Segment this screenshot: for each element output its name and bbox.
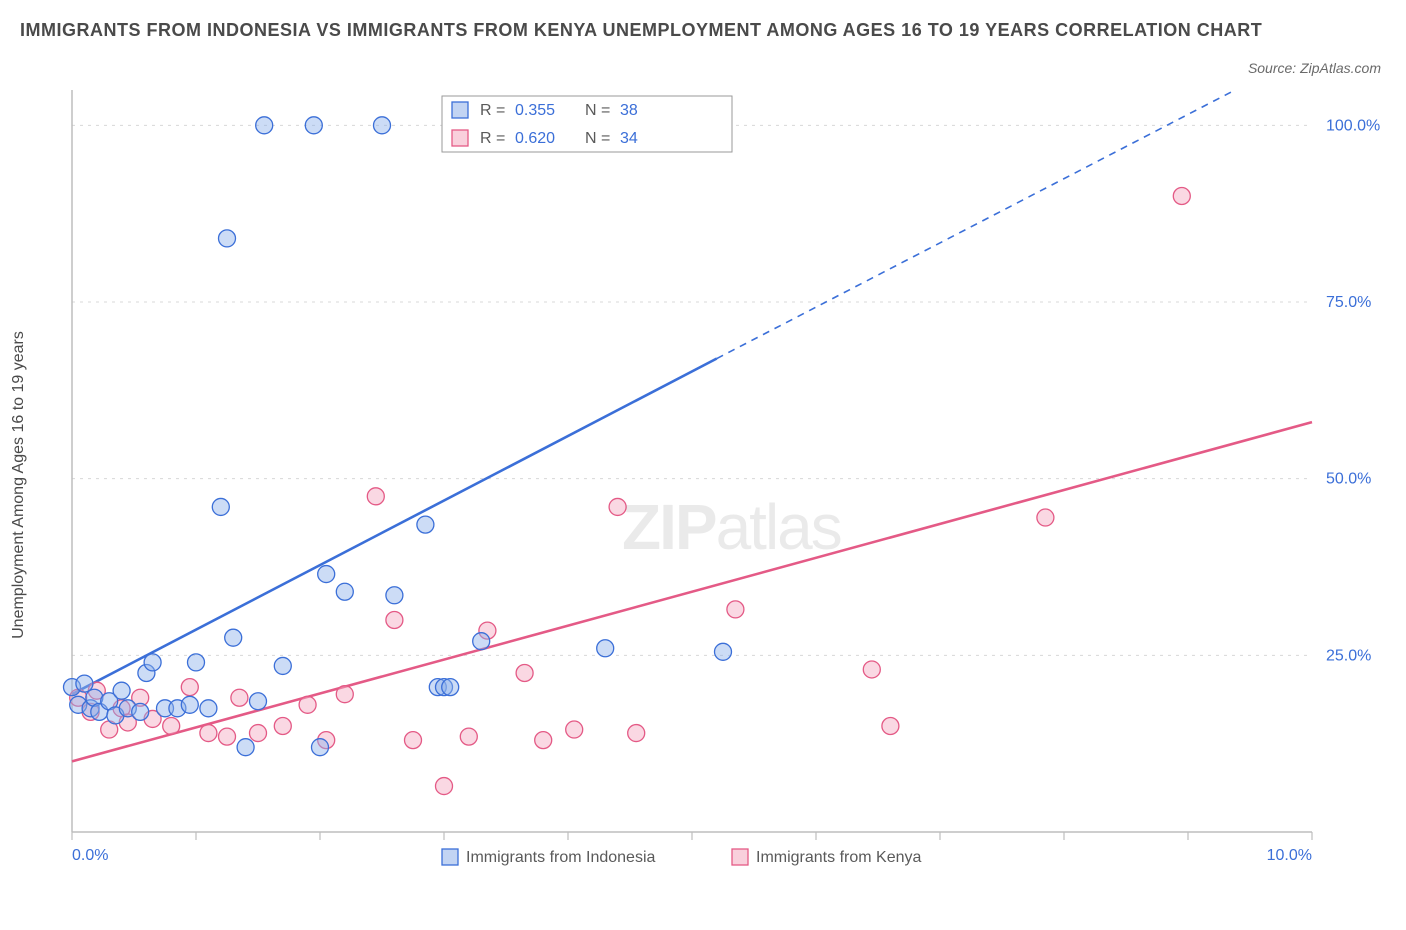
point-indonesia (144, 654, 161, 671)
trendline-indonesia-dashed (717, 90, 1235, 359)
point-kenya (181, 679, 198, 696)
point-indonesia (305, 117, 322, 134)
point-kenya (336, 686, 353, 703)
y-axis-label: Unemployment Among Ages 16 to 19 years (10, 90, 50, 880)
chart-area: 0.0% 10.0% 25.0% 50.0% 75.0% 100.0% R = 0.355 N … (62, 90, 1382, 880)
y-tick-label: 75.0% (1326, 294, 1371, 311)
point-indonesia (312, 739, 329, 756)
point-indonesia (597, 640, 614, 657)
point-kenya (436, 778, 453, 795)
legend-swatch-kenya (732, 849, 748, 865)
point-kenya (460, 728, 477, 745)
point-kenya (405, 732, 422, 749)
point-kenya (863, 661, 880, 678)
y-tick-label: 100.0% (1326, 117, 1380, 134)
legend-label-indonesia: Immigrants from Indonesia (466, 849, 656, 866)
legend-r-label: R = (480, 130, 505, 147)
scatter-plot: 0.0% 10.0% 25.0% 50.0% 75.0% 100.0% R = 0.355 N … (62, 90, 1382, 880)
point-kenya (566, 721, 583, 738)
legend-n-label: N = (585, 102, 610, 119)
point-indonesia (442, 679, 459, 696)
point-indonesia (274, 657, 291, 674)
trendline-kenya (72, 422, 1312, 761)
legend-r-value: 0.620 (515, 130, 555, 147)
point-kenya (882, 718, 899, 735)
point-kenya (299, 696, 316, 713)
point-indonesia (318, 566, 335, 583)
legend-label-kenya: Immigrants from Kenya (756, 849, 921, 866)
x-tick-label: 0.0% (72, 847, 108, 864)
legend-r-value: 0.355 (515, 102, 555, 119)
x-tick-label: 10.0% (1267, 847, 1312, 864)
point-kenya (274, 718, 291, 735)
legend-swatch (452, 102, 468, 118)
point-kenya (535, 732, 552, 749)
point-kenya (609, 498, 626, 515)
point-indonesia (200, 700, 217, 717)
point-kenya (367, 488, 384, 505)
point-kenya (250, 725, 267, 742)
point-kenya (386, 612, 403, 629)
point-kenya (200, 725, 217, 742)
point-indonesia (113, 682, 130, 699)
trendline-indonesia (72, 359, 717, 695)
point-indonesia (715, 643, 732, 660)
point-indonesia (417, 516, 434, 533)
point-indonesia (386, 587, 403, 604)
point-indonesia (181, 696, 198, 713)
legend-swatch-indonesia (442, 849, 458, 865)
point-indonesia (225, 629, 242, 646)
point-kenya (1037, 509, 1054, 526)
point-kenya (163, 718, 180, 735)
point-indonesia (212, 498, 229, 515)
legend-n-label: N = (585, 130, 610, 147)
legend-n-value: 34 (620, 130, 638, 147)
point-kenya (1173, 188, 1190, 205)
source-attribution: Source: ZipAtlas.com (1248, 60, 1381, 76)
y-tick-label: 25.0% (1326, 647, 1371, 664)
point-kenya (231, 689, 248, 706)
point-indonesia (336, 583, 353, 600)
point-indonesia (132, 703, 149, 720)
legend-r-label: R = (480, 102, 505, 119)
point-kenya (516, 665, 533, 682)
point-indonesia (374, 117, 391, 134)
point-indonesia (219, 230, 236, 247)
point-indonesia (250, 693, 267, 710)
point-indonesia (188, 654, 205, 671)
legend-swatch (452, 130, 468, 146)
point-kenya (628, 725, 645, 742)
point-kenya (727, 601, 744, 618)
legend-n-value: 38 (620, 102, 638, 119)
y-tick-label: 50.0% (1326, 471, 1371, 488)
point-kenya (219, 728, 236, 745)
point-indonesia (473, 633, 490, 650)
point-indonesia (237, 739, 254, 756)
chart-title: IMMIGRANTS FROM INDONESIA VS IMMIGRANTS … (20, 20, 1286, 41)
point-indonesia (256, 117, 273, 134)
